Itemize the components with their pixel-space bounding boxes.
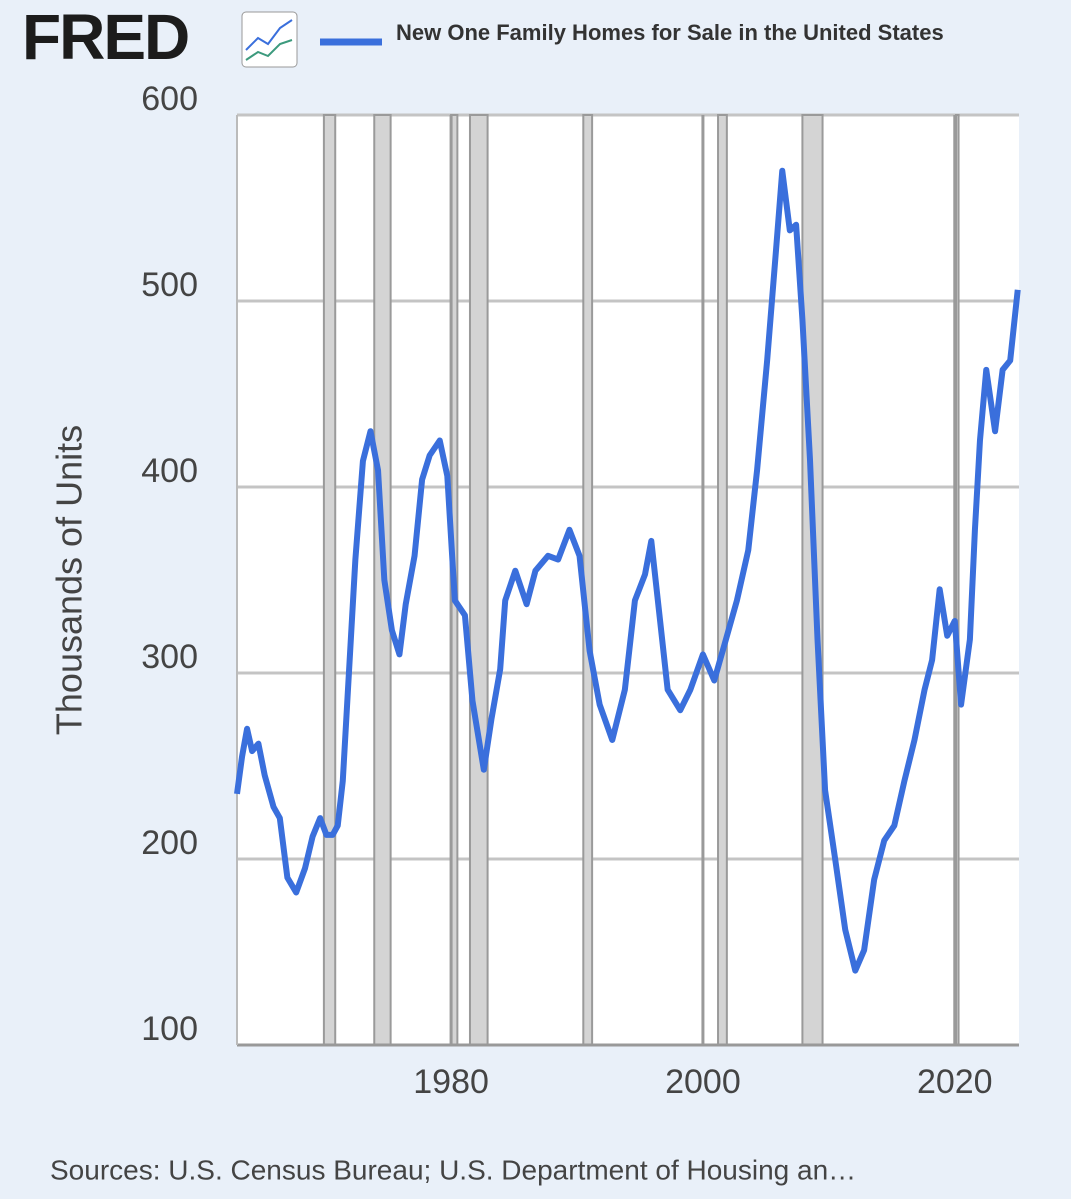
recession-band [468,114,489,1046]
source: Sources: U.S. Census Bureau; U.S. Depart… [50,1154,856,1185]
y-tick-label: 500 [141,266,198,304]
y-axis-label: Thousands of Units [49,425,90,735]
x-tick-label: 1980 [413,1063,489,1101]
y-tick-label: 200 [141,824,198,862]
legend-label: New One Family Homes for Sale in the Uni… [396,20,944,45]
recession-band [717,114,728,1046]
y-tick-label: 400 [141,452,198,490]
y-tick-label: 300 [141,638,198,676]
recession-band [955,114,960,1046]
y-tick-label: 600 [141,80,198,118]
recession-band [322,114,337,1046]
x-tick-label: 2000 [665,1063,741,1101]
data-line [234,167,1021,974]
logo: FRED [22,1,188,73]
logo-icon [241,11,298,68]
x-tick-label: 2020 [917,1063,993,1101]
plot-area [237,115,1019,1045]
y-tick-label: 100 [141,1010,198,1048]
